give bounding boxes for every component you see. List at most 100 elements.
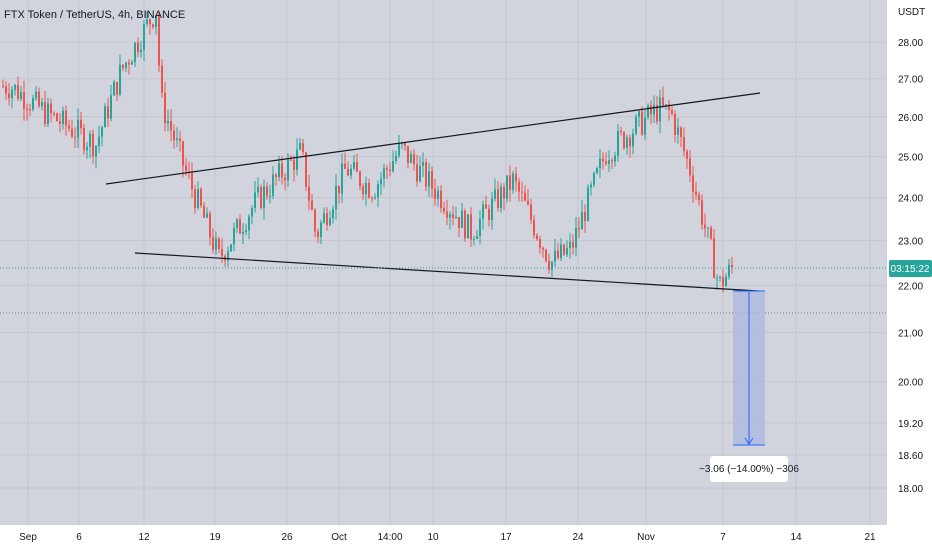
candle-body: [242, 231, 244, 234]
candle-body: [11, 89, 13, 99]
candle-body: [497, 189, 499, 209]
candle-body: [95, 146, 97, 157]
candle-body: [428, 171, 430, 187]
candle-body: [347, 168, 349, 176]
candle-body: [446, 211, 448, 218]
candle-body: [701, 200, 703, 225]
candle-body: [632, 133, 634, 147]
candle-body: [35, 91, 37, 99]
price-tick-label: 18.60: [898, 451, 923, 462]
candle-body: [323, 213, 325, 223]
candle-body: [692, 175, 694, 192]
candle-body: [50, 103, 52, 114]
price-tick-labels: 28.00 27.00 26.00 25.00 24.00 23.00 22.00 21.00…: [898, 38, 923, 495]
candle-body: [518, 181, 520, 192]
candle-body: [8, 93, 10, 99]
price-tick-label: 23.00: [898, 237, 923, 248]
candle-body: [44, 102, 46, 125]
price-tick-label: 22.00: [898, 281, 923, 292]
candle-body: [560, 244, 562, 259]
candle-body: [62, 110, 64, 125]
time-tick-label: 26: [281, 532, 293, 543]
candle-body: [245, 230, 247, 232]
candle-body: [263, 186, 265, 208]
price-axis[interactable]: USDT 28.00 27.00 26.00 25.00 24.00 23.00 22.00…: [887, 0, 932, 525]
candle-body: [167, 120, 169, 124]
candle-body: [128, 62, 130, 65]
candle-body: [617, 130, 619, 156]
candle-body: [578, 227, 580, 230]
price-tick-label: 20.00: [898, 378, 923, 389]
candle-body: [725, 276, 727, 287]
measure-arrow-head: [744, 437, 754, 445]
candle-body: [230, 244, 232, 252]
price-tick-label: 18.00: [898, 484, 923, 495]
candle-body: [290, 159, 292, 161]
candle-body: [641, 111, 643, 135]
candle-body: [308, 186, 310, 201]
candle-body: [512, 173, 514, 190]
candle-body: [122, 64, 124, 68]
time-axis-background: [0, 525, 932, 550]
candle-body: [86, 146, 88, 151]
candle-body: [53, 113, 55, 115]
lower-trendline[interactable]: [134, 252, 759, 292]
candle-body: [116, 81, 118, 95]
candle-body: [500, 186, 502, 209]
candle-body: [275, 174, 277, 178]
candle-body: [248, 216, 250, 231]
candle-body: [23, 92, 25, 109]
price-tick-label: 19.20: [898, 419, 923, 430]
candle-body: [203, 205, 205, 218]
candle-body: [173, 130, 175, 141]
candle-body: [503, 186, 505, 199]
candle-body: [539, 239, 541, 248]
candle-body: [590, 184, 592, 188]
candle-body: [698, 194, 700, 201]
candle-body: [506, 175, 508, 199]
candle-body: [404, 143, 406, 146]
candle-body: [332, 209, 334, 219]
candle-body: [704, 224, 706, 229]
candle-body: [422, 162, 424, 166]
candle-body: [620, 130, 622, 133]
grid-lines: [0, 0, 887, 525]
candle-body: [14, 84, 16, 90]
price-tick-label: 27.00: [898, 75, 923, 86]
candle-body: [608, 160, 610, 164]
time-axis[interactable]: Sep 6 12 19 26 Oct 14:00 10 17 24 Nov 7 14 21: [0, 525, 932, 550]
time-tick-label: 12: [138, 532, 150, 543]
candle-body: [233, 228, 235, 245]
candle-body: [155, 15, 157, 28]
price-tick-label: 21.00: [898, 328, 923, 339]
candle-body: [551, 261, 553, 270]
candle-body: [596, 167, 598, 173]
candle-body: [305, 152, 307, 187]
candle-body: [461, 210, 463, 228]
time-tick-label: 19: [209, 532, 221, 543]
candle-body: [674, 113, 676, 135]
candle-body: [611, 160, 613, 162]
candle-body: [722, 276, 724, 287]
candle-body: [686, 151, 688, 159]
candle-body: [266, 186, 268, 196]
candle-body: [371, 197, 373, 199]
upper-trendline[interactable]: [105, 92, 761, 185]
candle-body: [413, 154, 415, 165]
candle-body: [80, 119, 82, 128]
price-measure-tool[interactable]: −3.06 (−14.00%) −306: [699, 290, 799, 482]
candle-body: [374, 197, 376, 199]
candle-body: [218, 238, 220, 249]
candle-body: [185, 165, 187, 172]
candles: [2, 11, 733, 293]
candle-body: [557, 250, 559, 259]
candle-body: [593, 172, 595, 185]
candle-body: [386, 168, 388, 170]
candle-body: [467, 214, 469, 239]
candle-body: [350, 168, 352, 176]
candle-body: [287, 159, 289, 181]
candle-body: [272, 174, 274, 196]
candle-body: [635, 116, 637, 134]
candle-body: [431, 171, 433, 189]
